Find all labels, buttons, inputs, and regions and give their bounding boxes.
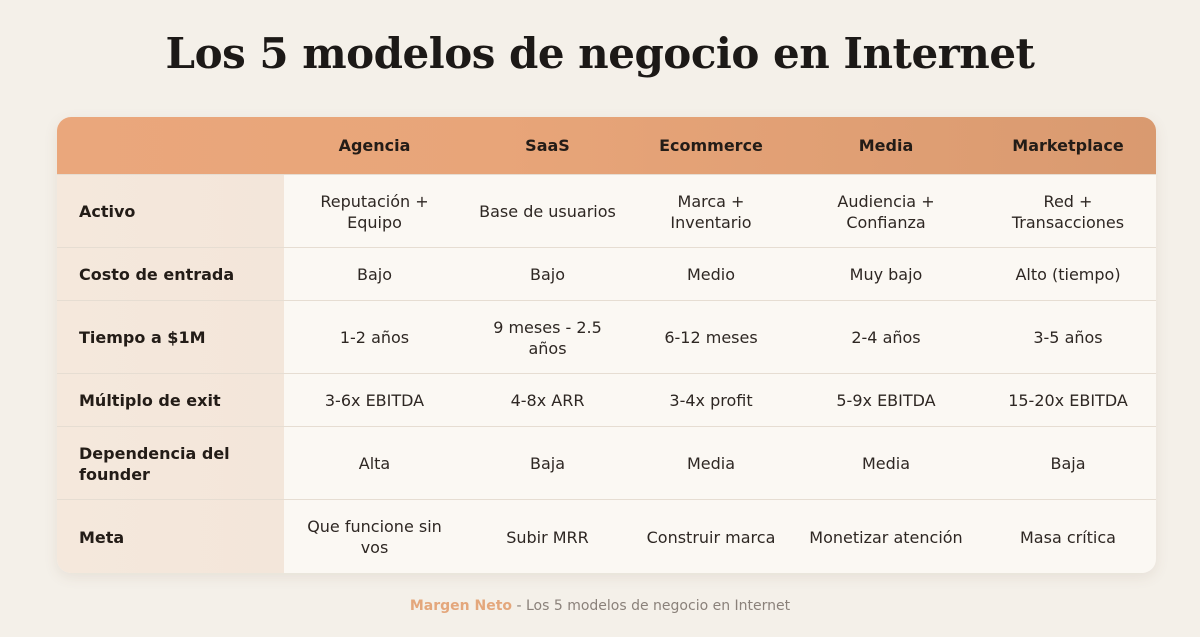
header-ecommerce: Ecommerce — [659, 136, 763, 155]
table-cell: Red + Transacciones — [1011, 191, 1125, 232]
table-cell: 1-2 años — [339, 328, 410, 347]
table-row: Costo de entrada Bajo Bajo Medio Muy baj… — [57, 247, 1156, 301]
table-cell: Alto (tiempo) — [1015, 265, 1121, 284]
row-label: Múltiplo de exit — [57, 374, 284, 427]
table-cell: Masa crítica — [1020, 527, 1116, 547]
table-cell: Marca + Inventario — [670, 191, 752, 232]
table-row: Meta Que funcione sin vos Subir MRR Cons… — [57, 499, 1156, 573]
table-header: Agencia SaaS Ecommerce Media Marketplace — [57, 117, 1156, 174]
table-cell: Base de usuarios — [479, 202, 616, 221]
table-cell: Baja — [1050, 454, 1086, 473]
table-cell: Audiencia + Confianza — [837, 191, 935, 232]
row-label: Tiempo a $1M — [57, 301, 284, 374]
table-row: Activo Reputación + Equipo Base de usuar… — [57, 174, 1156, 248]
table-cell: 3-5 años — [1033, 328, 1103, 347]
table-cell: 9 meses - 2.5 años — [493, 317, 602, 358]
table-cell: Reputación + Equipo — [320, 191, 429, 232]
header-saas: SaaS — [525, 136, 570, 155]
table-cell: 3-6x EBITDA — [324, 391, 425, 410]
row-label: Dependencia del founder — [57, 427, 284, 500]
footer-separator: - — [512, 598, 526, 614]
table-row: Tiempo a $1M 1-2 años 9 meses - 2.5 años… — [57, 300, 1156, 374]
table-cell: Alta — [358, 454, 391, 473]
header-agencia: Agencia — [338, 136, 411, 155]
table-cell: Monetizar atención — [809, 527, 963, 547]
table-cell: Bajo — [529, 265, 565, 284]
page-title: Los 5 modelos de negocio en Internet — [165, 29, 1035, 78]
table-cell: 3-4x profit — [669, 391, 753, 410]
row-label: Meta — [57, 500, 284, 573]
table-cell: 5-9x EBITDA — [836, 391, 936, 410]
row-label: Activo — [57, 175, 284, 248]
table-cell: Baja — [529, 454, 566, 473]
comparison-table: Agencia SaaS Ecommerce Media Marketplace… — [57, 117, 1156, 573]
footer-text: Los 5 modelos de negocio en Internet — [525, 598, 791, 614]
table-row: Múltiplo de exit 3-6x EBITDA 4-8x ARR 3-… — [57, 373, 1156, 427]
table-cell: 15-20x EBITDA — [1008, 391, 1128, 410]
table-cell: 4-8x ARR — [510, 391, 585, 410]
table-cell: Muy bajo — [849, 265, 923, 284]
table-cell: 2-4 años — [851, 328, 921, 347]
table-cell: Media — [861, 454, 911, 473]
table-cell: 6-12 meses — [664, 328, 758, 347]
header-empty-cell — [57, 117, 284, 174]
footer-caption: Margen Neto - Los 5 modelos de negocio e… — [0, 596, 1200, 616]
header-media: Media — [858, 136, 914, 155]
row-label: Costo de entrada — [57, 248, 284, 301]
table-cell: Que funcione sin vos — [307, 517, 442, 557]
table-row: Dependencia del founder Alta Baja Media … — [57, 426, 1156, 500]
header-marketplace: Marketplace — [1012, 136, 1124, 155]
table-cell: Media — [686, 454, 736, 473]
table-cell: Medio — [686, 265, 736, 284]
table-cell: Bajo — [356, 265, 392, 284]
table-cell: Construir marca — [646, 527, 776, 547]
footer-brand: Margen Neto — [409, 598, 513, 614]
table-cell: Subir MRR — [506, 527, 589, 547]
